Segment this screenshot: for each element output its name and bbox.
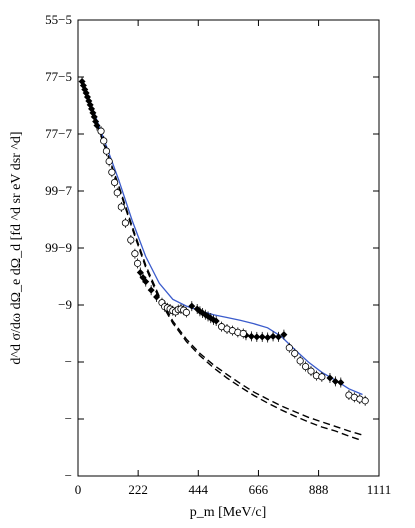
data-point-filled [269,332,277,340]
x-axis: 0 222 444 666 888 1111 [75,20,392,497]
data-point-open [285,344,293,352]
data-point-filled [258,333,266,341]
data-point-filled [331,377,339,385]
data-point-open [117,203,125,211]
data-point-open [102,147,111,155]
y-axis-label: d^d σ/dω dΩ_e dΩ_d [fd ^d sr eV dsr ^d] [9,131,24,364]
data-point-open [134,259,142,267]
data-point-open [361,397,369,405]
x-tick-label: 444 [189,482,209,497]
data-point-filled [274,333,282,341]
data-point-filled [136,269,144,277]
y-tick-label: − [65,411,72,426]
data-point-filled [337,379,345,387]
x-tick-label: 0 [75,482,82,497]
x-tick-label: 1111 [367,482,392,497]
data-point-open [97,127,105,135]
data-point-open [113,189,121,197]
data-point-open [127,236,135,244]
data-point-open [100,137,108,145]
data-point-open [131,250,139,258]
y-tick-label: − [65,354,72,369]
data-point-filled [326,374,334,382]
model-curves [81,79,363,442]
data-point-filled [280,331,288,339]
y-tick-label: − [65,468,72,483]
data-point-open [121,219,130,227]
y-tick-label: −9 [58,297,72,312]
data-point-filled [93,121,101,129]
data-point-open [301,362,310,371]
data-point-open [105,157,113,165]
data-point-open [318,373,326,381]
data-point-filled [212,317,220,325]
x-tick-label: 222 [128,482,148,497]
data-point-filled [264,333,272,341]
y-tick-label: 77−5 [45,69,72,84]
data-point-open [296,357,304,365]
y-tick-label: 55−5 [45,12,72,27]
data-point-filled [153,293,161,301]
data-point-filled [247,332,255,340]
data-markers [78,76,369,406]
y-tick-label: 99−9 [45,240,72,255]
data-point-filled [188,302,196,310]
data-point-open [291,349,299,358]
y-tick-label: 99−7 [45,183,72,198]
model-curve-dashed-2 [81,83,363,442]
model-curve-solid [81,79,363,396]
data-point-open [307,367,315,375]
data-point-open [110,178,119,187]
y-tick-label: 77−7 [45,126,72,141]
model-curve-dashed-1 [81,82,363,436]
data-point-filled [253,333,261,341]
data-point-open [182,308,190,317]
data-point-open [239,329,247,338]
plot-frame [77,19,380,477]
x-tick-label: 666 [249,482,269,497]
x-tick-label: 888 [309,482,329,497]
y-axis: − − − −9 99−9 99−7 77−7 77−5 55−5 [45,12,379,483]
data-point-filled [142,278,150,286]
data-point-filled [147,286,155,294]
data-point-open [108,168,116,176]
x-axis-label: p_m [MeV/c] [190,505,267,520]
